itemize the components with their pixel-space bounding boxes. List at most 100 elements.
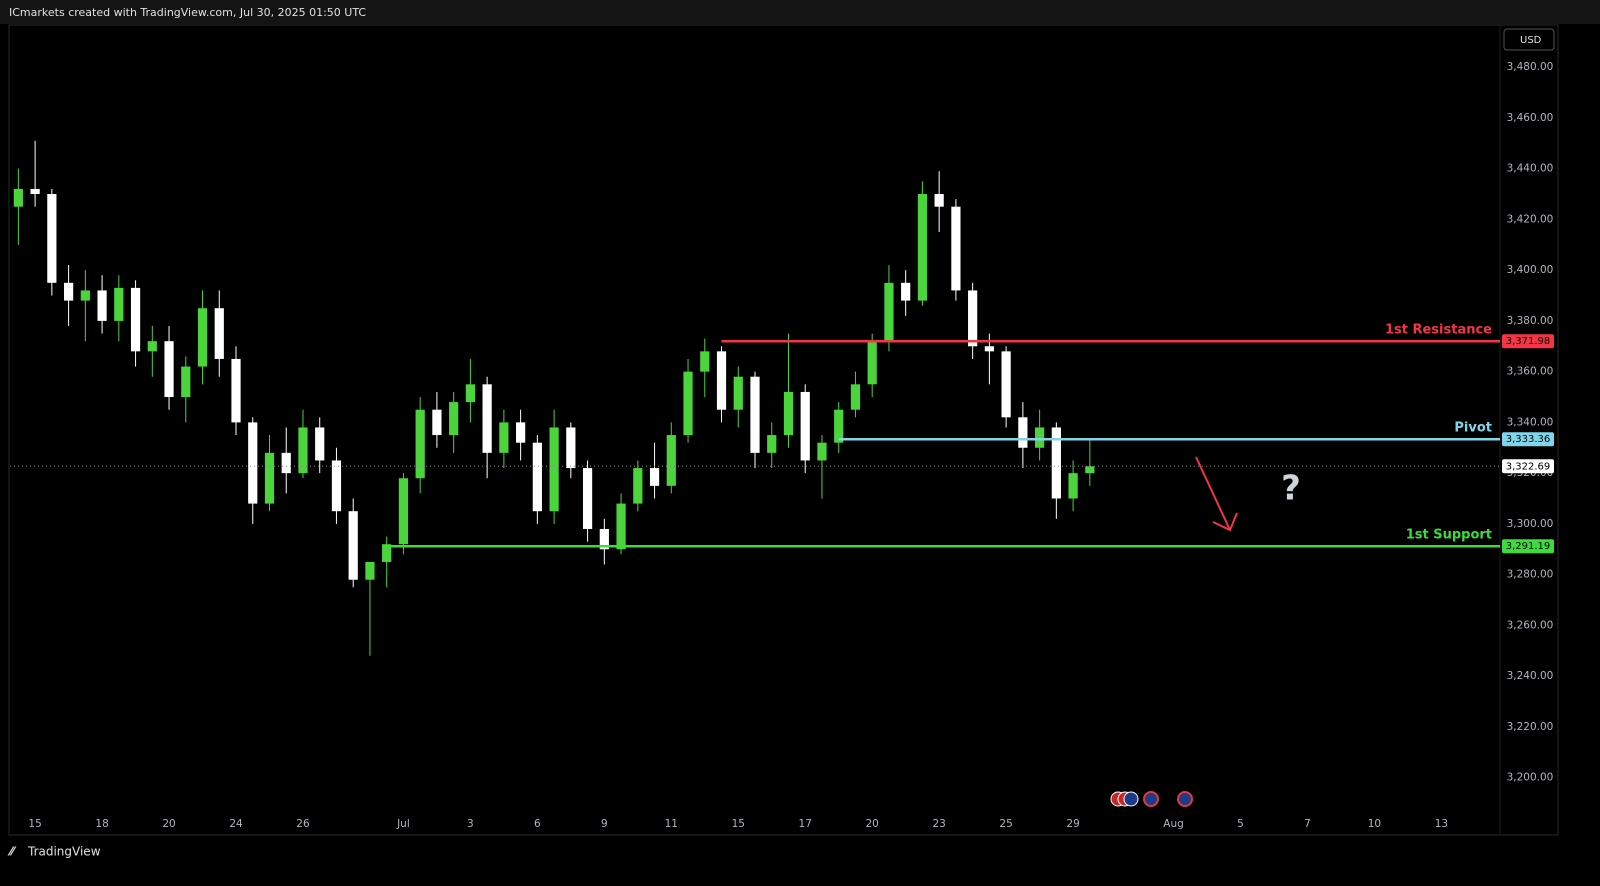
- candle-body: [917, 194, 928, 301]
- level-name: 1st Resistance: [1385, 323, 1492, 338]
- candle-body: [499, 422, 509, 453]
- x-tick-label: 18: [95, 818, 108, 830]
- candle-body: [181, 366, 191, 398]
- candle-body: [884, 282, 894, 342]
- x-tick-label: 9: [601, 818, 608, 830]
- candle-body: [867, 341, 877, 385]
- brand-logo: ⁄⁄: [7, 845, 17, 859]
- candle-body: [147, 341, 157, 352]
- level-name: Pivot: [1454, 421, 1492, 436]
- candle-body: [516, 422, 526, 443]
- candle-body: [700, 351, 710, 372]
- y-tick-label: 3,240.00: [1507, 670, 1554, 682]
- level-value-box: [1502, 432, 1554, 447]
- candle-body: [850, 384, 861, 410]
- candle-body: [30, 188, 40, 195]
- x-tick-label: 15: [732, 818, 745, 830]
- level-value-label: 3,371.98: [1506, 336, 1551, 347]
- x-tick-label: Jul: [396, 818, 410, 830]
- last-price-label: 3,322.69: [1506, 461, 1551, 472]
- candle-body: [214, 308, 224, 359]
- x-tick-label: 7: [1304, 818, 1311, 830]
- y-tick-label: 3,480.00: [1507, 61, 1554, 73]
- x-tick-label: 13: [1435, 818, 1448, 830]
- level-name: 1st Support: [1406, 528, 1492, 543]
- candle-body: [549, 427, 559, 512]
- candle-body: [398, 478, 409, 545]
- candle-body: [382, 544, 392, 562]
- candle-body: [683, 371, 693, 436]
- candle-body: [315, 427, 325, 461]
- candle-body: [566, 427, 576, 469]
- candle-body: [750, 376, 760, 453]
- y-tick-label: 3,300.00: [1507, 518, 1554, 530]
- candle-body: [834, 409, 844, 443]
- y-tick-label: 3,260.00: [1507, 619, 1554, 631]
- event-icon[interactable]: [1177, 791, 1193, 807]
- arrow: [1195, 456, 1238, 532]
- candle-body: [633, 468, 643, 504]
- last-price-box: [1502, 459, 1554, 474]
- candle-body: [716, 351, 727, 410]
- y-tick-label: 3,400.00: [1507, 264, 1554, 276]
- y-tick-label: 3,340.00: [1507, 416, 1554, 428]
- x-tick-label: 29: [1066, 818, 1079, 830]
- annotation: ?: [1281, 469, 1301, 509]
- event-icon[interactable]: [1123, 791, 1139, 807]
- candle-body: [984, 346, 994, 352]
- candle-body: [616, 503, 626, 550]
- y-tick-label: 3,420.00: [1507, 213, 1554, 225]
- candle-body: [449, 402, 459, 436]
- y-tick-label: 3,380.00: [1507, 315, 1554, 327]
- candle-body: [264, 452, 275, 504]
- candle-body: [934, 194, 944, 207]
- level-value-label: 3,333.36: [1506, 434, 1551, 445]
- candle-body: [666, 435, 676, 486]
- candle-body: [901, 282, 911, 301]
- currency: USD: [1520, 35, 1542, 46]
- candle-body: [1018, 417, 1028, 448]
- y-tick-label: 3,360.00: [1507, 366, 1554, 378]
- candle-body: [415, 409, 425, 479]
- candle-body: [248, 422, 258, 504]
- frame: [8, 24, 1559, 836]
- candle-body: [1068, 473, 1078, 499]
- candle-body: [298, 427, 308, 474]
- candle-body: [783, 391, 794, 436]
- candle-body: [1035, 427, 1045, 448]
- candle-body: [80, 290, 90, 301]
- y-tick-label: 3,460.00: [1507, 112, 1554, 124]
- candle-body: [197, 308, 208, 367]
- candle-body: [817, 442, 827, 461]
- x-tick-label: 24: [229, 818, 243, 830]
- candle-body: [649, 468, 660, 486]
- candle-body: [97, 290, 107, 321]
- currency-box[interactable]: [1503, 28, 1555, 51]
- x-tick-label: 26: [296, 818, 310, 830]
- header: ICmarkets created with TradingView.com, …: [9, 6, 366, 19]
- event-icons: [1110, 791, 1193, 807]
- x-tick-label: 5: [1237, 818, 1244, 830]
- x-tick-label: 6: [534, 818, 541, 830]
- candle-body: [281, 452, 291, 474]
- y-tick-label: 3,200.00: [1507, 772, 1554, 784]
- candle-body: [114, 287, 124, 321]
- candle-body: [951, 206, 961, 291]
- candle-body: [348, 511, 358, 580]
- candle-body: [733, 376, 743, 410]
- x-tick-label: 11: [665, 818, 678, 830]
- x-tick-label: 17: [799, 818, 812, 830]
- event-icon[interactable]: [1143, 791, 1159, 807]
- candle-body: [331, 460, 342, 512]
- candle-body: [800, 391, 810, 461]
- x-tick-label: 20: [866, 818, 879, 830]
- x-tick-label: 3: [467, 818, 474, 830]
- candle-body: [1051, 427, 1061, 499]
- candle-body: [432, 409, 442, 436]
- level-value-box: [1502, 334, 1554, 349]
- candle-body: [164, 341, 174, 398]
- x-tick-label: 23: [932, 818, 945, 830]
